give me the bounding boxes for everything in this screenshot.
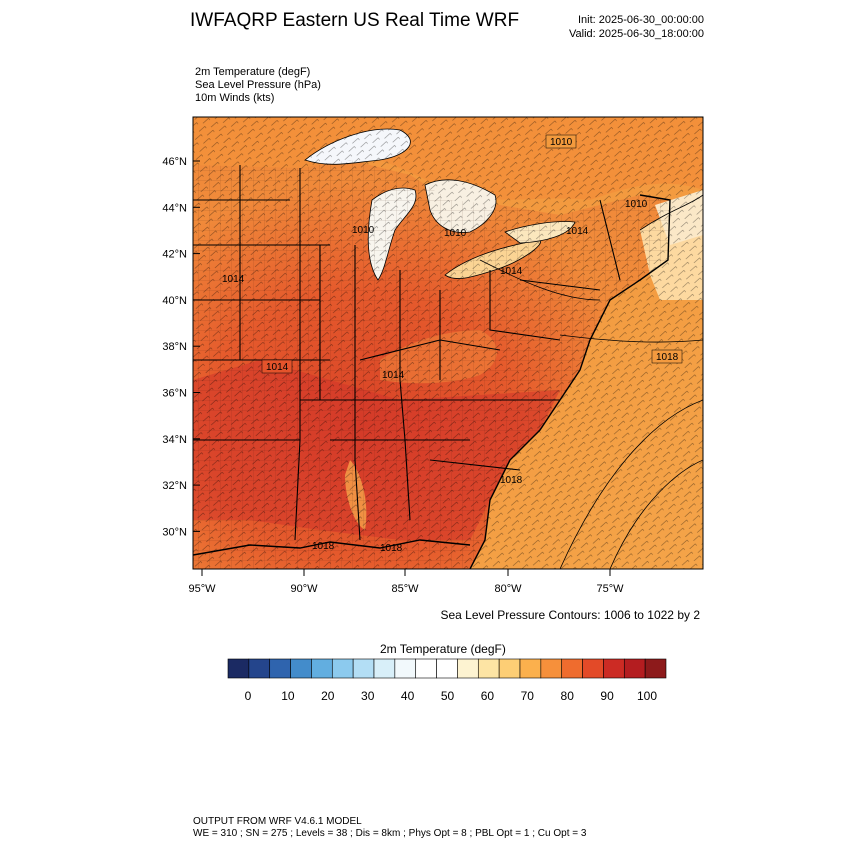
colorbar: 0 10 20 30 40 50 60 70 80 90 100: [227, 658, 667, 703]
colorbar-swatch: [436, 658, 458, 679]
pressure-label: 1010: [625, 199, 648, 210]
pressure-label: 1014: [500, 266, 523, 277]
colorbar-tick-label: 80: [561, 689, 575, 703]
pressure-label: 1018: [500, 475, 523, 486]
lat-label: 42°N: [162, 249, 187, 261]
lat-label: 40°N: [162, 295, 187, 307]
colorbar-tick-label: 50: [441, 689, 455, 703]
coastline: [469, 194, 671, 569]
latitude-axis: 46°N 44°N 42°N 40°N 38°N 36°N 34°N 32°N 30°N: [162, 156, 200, 538]
colorbar-swatch: [352, 658, 375, 679]
lat-label: 34°N: [162, 434, 187, 446]
lon-label: 85°W: [391, 583, 419, 595]
colorbar-swatch: [477, 658, 500, 679]
colorbar-swatch: [373, 658, 396, 679]
lat-label: 38°N: [162, 341, 187, 353]
field-label-temperature: 2m Temperature (degF): [195, 66, 311, 78]
pressure-label: 1010: [550, 137, 573, 148]
colorbar-tick-label: 40: [401, 689, 415, 703]
footer-model: OUTPUT FROM WRF V4.6.1 MODEL: [193, 816, 362, 827]
colorbar-swatch: [394, 658, 417, 679]
lon-label: 90°W: [290, 583, 318, 595]
colorbar-tick-label: 0: [245, 689, 252, 703]
colorbar-tick-label: 30: [361, 689, 375, 703]
pressure-label: 1010: [444, 228, 467, 239]
colorbar-swatch: [331, 658, 354, 679]
contour-note: Sea Level Pressure Contours: 1006 to 102…: [440, 608, 701, 622]
colorbar-swatch: [603, 658, 625, 679]
wind-barbs: [193, 117, 703, 569]
map-frame: [192, 116, 704, 570]
colorbar-tick-label: 10: [281, 689, 295, 703]
colorbar-swatch: [623, 658, 646, 679]
pressure-label: 1010: [352, 225, 375, 236]
colorbar-swatch: [269, 658, 291, 679]
footer-config: WE = 310 ; SN = 275 ; Levels = 38 ; Dis …: [193, 828, 587, 839]
colorbar-swatch: [644, 658, 667, 679]
map-title: IWFAQRP Eastern US Real Time WRF: [190, 10, 520, 31]
colorbar-swatch: [290, 658, 312, 679]
pressure-label: 1014: [222, 274, 245, 285]
pressure-label: 1018: [656, 352, 679, 363]
lon-label: 75°W: [596, 583, 624, 595]
colorbar-swatch: [457, 658, 479, 679]
gulf-coastline: [193, 539, 471, 556]
lat-label: 46°N: [162, 156, 187, 168]
colorbar-swatch: [540, 658, 563, 679]
colorbar-title: 2m Temperature (degF): [380, 642, 506, 656]
state-boundaries: [193, 165, 621, 546]
pressure-label-group: 1010 1010 1010 1014 1014 1014 1014 1014 …: [222, 134, 683, 554]
lon-label: 80°W: [494, 583, 522, 595]
colorbar-swatch: [498, 658, 521, 679]
pressure-label: 1014: [566, 226, 589, 237]
map-area: 1010 1010 1010 1014 1014 1014 1014 1014 …: [193, 117, 703, 569]
colorbar-tick-label: 60: [481, 689, 495, 703]
colorbar-tick-label: 100: [637, 689, 657, 703]
lon-label: 95°W: [188, 583, 216, 595]
pressure-label: 1014: [382, 370, 405, 381]
colorbar-swatch: [415, 658, 437, 679]
field-label-pressure: Sea Level Pressure (hPa): [195, 79, 321, 91]
colorbar-tick-label: 70: [521, 689, 535, 703]
colorbar-swatch: [561, 658, 583, 679]
field-label-winds: 10m Winds (kts): [195, 92, 275, 104]
lat-label: 32°N: [162, 480, 187, 492]
colorbar-swatch: [582, 658, 604, 679]
isobars: [479, 194, 703, 569]
colorbar-swatch: [519, 658, 542, 679]
colorbar-swatch: [311, 658, 333, 679]
init-time: Init: 2025-06-30_00:00:00: [578, 14, 704, 26]
lat-label: 30°N: [162, 526, 187, 538]
pressure-label: 1014: [266, 362, 289, 373]
lat-label: 36°N: [162, 388, 187, 400]
pressure-label: 1018: [312, 541, 335, 552]
colorbar-tick-label: 20: [321, 689, 335, 703]
colorbar-swatch: [248, 658, 271, 679]
pressure-label: 1018: [380, 543, 403, 554]
colorbar-swatch: [227, 658, 250, 679]
longitude-axis: 95°W 90°W 85°W 80°W 75°W: [188, 569, 624, 595]
valid-time: Valid: 2025-06-30_18:00:00: [569, 28, 704, 40]
lat-label: 44°N: [162, 202, 187, 214]
colorbar-tick-label: 90: [600, 689, 614, 703]
